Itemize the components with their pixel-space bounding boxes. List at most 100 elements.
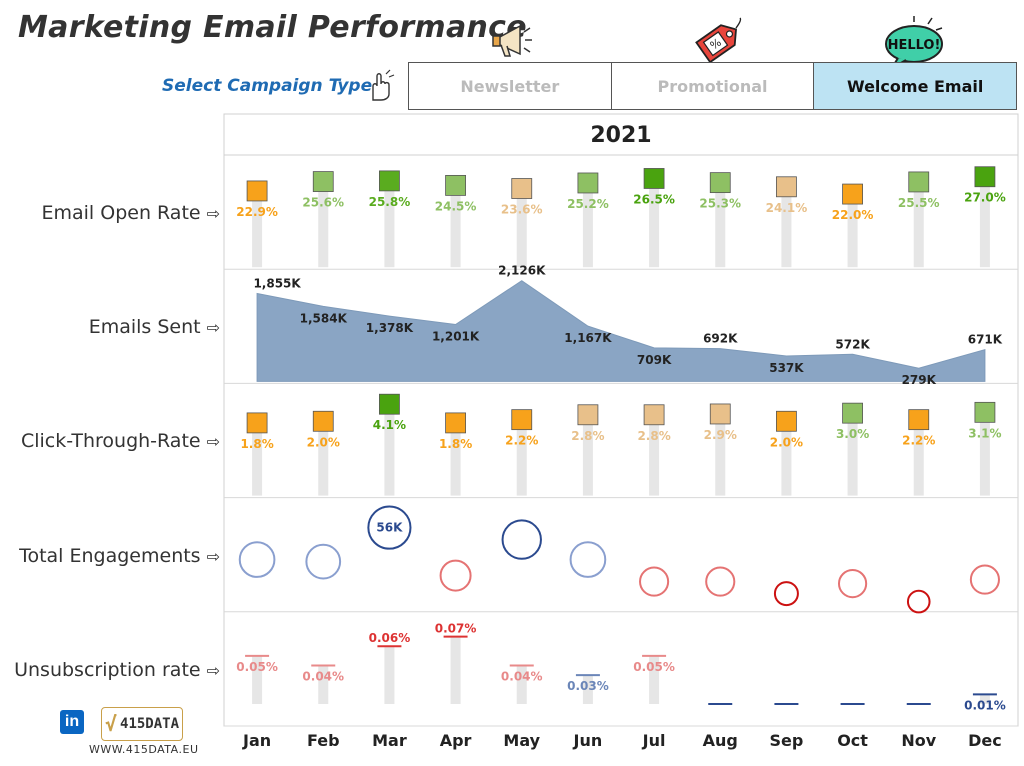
data-label: 0.06%: [369, 631, 411, 645]
data-label: 25.6%: [302, 196, 344, 210]
value-square: [842, 402, 863, 424]
data-label: 1,584K: [300, 311, 348, 325]
lollipop-stem: [516, 429, 527, 496]
data-label: 692K: [703, 332, 738, 346]
lollipop-stem: [450, 636, 461, 704]
month-label: Nov: [901, 731, 936, 750]
value-square: [776, 176, 797, 198]
data-label: 0.04%: [302, 669, 344, 683]
data-label: 2.8%: [571, 429, 604, 443]
engagement-bubble: [305, 543, 342, 580]
row-label-unsubscription-rate: Unsubscription rate ⇨: [14, 659, 220, 681]
engagement-bubble: [501, 519, 542, 560]
month-label: Oct: [837, 731, 868, 750]
lollipop-stem: [252, 200, 263, 268]
month-label: Jan: [242, 731, 271, 750]
data-label: 25.2%: [567, 197, 609, 211]
linkedin-icon[interactable]: in: [60, 710, 84, 734]
engagement-bubble: [969, 564, 1000, 595]
lollipop-stem: [649, 655, 660, 704]
lollipop-stem: [913, 429, 924, 496]
value-square: [511, 178, 533, 199]
data-label: 3.1%: [968, 426, 1001, 440]
row-label-click-through-rate: Click-Through-Rate ⇨: [20, 430, 220, 452]
lollipop-stem: [649, 188, 660, 268]
engagement-bubble: [906, 589, 931, 614]
data-label: 22.9%: [236, 205, 278, 219]
lollipop-stem: [252, 655, 263, 704]
value-square: [379, 170, 400, 192]
campaign-type-tabs: Newsletter Promotional Welcome Email: [408, 62, 1018, 110]
data-label: 0.05%: [236, 660, 278, 674]
row-label-total-engagements: Total Engagements ⇨: [19, 545, 220, 567]
lollipop-stem: [384, 190, 395, 268]
value-square: [312, 410, 334, 432]
footer-url[interactable]: WWW.415DATA.EU: [89, 743, 199, 756]
value-square: [246, 180, 268, 202]
data-label: 25.5%: [898, 196, 940, 210]
data-label: 2.2%: [505, 434, 538, 448]
value-square: [842, 183, 863, 205]
data-label: 1.8%: [240, 437, 273, 451]
tab-promotional[interactable]: Promotional: [611, 62, 815, 110]
data-label: 0.01%: [964, 698, 1006, 712]
value-square: [908, 171, 930, 193]
value-square: [511, 409, 533, 431]
engagement-bubble: [639, 566, 670, 597]
lollipop-stem: [252, 432, 263, 496]
pointing-hand-icon: [372, 69, 395, 101]
data-label: 4.1%: [373, 418, 406, 432]
data-label: 0.03%: [567, 679, 609, 693]
value-square: [709, 172, 731, 194]
svg-text:HELLO!: HELLO!: [888, 38, 941, 53]
lollipop-stem: [979, 186, 990, 268]
month-label: Apr: [440, 731, 472, 750]
data-label: 0.07%: [435, 622, 477, 636]
data-label: 1,167K: [564, 331, 612, 345]
data-label: 2,126K: [498, 264, 546, 278]
data-label: 24.1%: [766, 201, 808, 215]
data-label: 23.6%: [501, 203, 543, 217]
data-label: 537K: [769, 361, 804, 375]
value-square: [974, 166, 996, 188]
month-label: Feb: [307, 731, 340, 750]
data-label: 2.0%: [307, 435, 340, 449]
lollipop-stem: [384, 414, 395, 496]
lollipop-stem: [384, 646, 395, 704]
engagement-bubble: [367, 505, 412, 550]
data-label: 2.9%: [704, 428, 737, 442]
lollipop-stem: [847, 423, 858, 496]
lollipop-stem: [847, 204, 858, 268]
data-label: 26.5%: [633, 192, 675, 206]
data-label: 2.8%: [637, 429, 670, 443]
tab-welcome-email[interactable]: Welcome Email: [814, 62, 1018, 110]
month-label: Aug: [703, 731, 738, 750]
year-label: 2021: [590, 123, 651, 148]
data-label: 709K: [637, 353, 672, 367]
lollipop-stem: [582, 192, 593, 268]
lollipop-stem: [715, 192, 726, 268]
brand-logo: √ 415DATA: [101, 707, 183, 741]
value-square: [379, 393, 400, 415]
data-label: 0.04%: [501, 669, 543, 683]
month-label: Dec: [968, 731, 1002, 750]
month-label: Jul: [642, 731, 666, 750]
data-label: 25.3%: [699, 197, 741, 211]
data-label: 1,378K: [366, 321, 414, 335]
tab-newsletter[interactable]: Newsletter: [408, 62, 612, 110]
engagement-bubble: [439, 559, 472, 592]
data-label: 24.5%: [435, 199, 477, 213]
data-label: 1,855K: [253, 277, 301, 291]
lollipop-stem: [781, 431, 792, 496]
data-label: 56K: [376, 521, 403, 535]
data-label: 1,201K: [432, 330, 480, 344]
data-label: 22.0%: [832, 208, 874, 222]
lollipop-stem: [516, 198, 527, 268]
value-square: [445, 174, 466, 196]
value-square: [709, 403, 731, 425]
discount-tag-icon: %: [695, 17, 742, 64]
row-label-emails-sent: Emails Sent ⇨: [88, 316, 220, 338]
data-label: 3.0%: [836, 427, 869, 441]
data-label: 671K: [968, 333, 1003, 347]
value-square: [908, 409, 930, 431]
